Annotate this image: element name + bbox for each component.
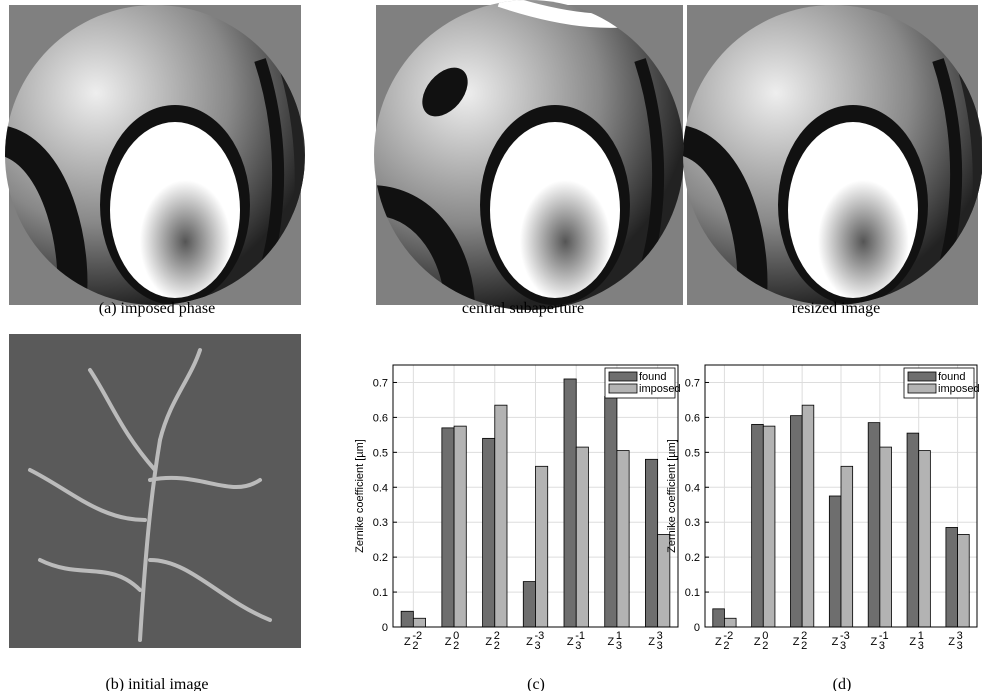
y-tick-label: 0.5	[373, 447, 388, 459]
legend-swatch	[609, 384, 637, 393]
bar	[907, 433, 919, 627]
bar	[868, 423, 880, 627]
y-tick-label: 0	[694, 622, 700, 634]
x-tick-label: Z	[567, 636, 574, 648]
bar	[802, 405, 814, 627]
x-tick-label: Z	[608, 636, 615, 648]
y-tick-label: 0.3	[373, 517, 388, 529]
x-tick-label: Z	[870, 636, 877, 648]
bar	[841, 466, 853, 627]
bar	[536, 466, 548, 627]
x-tick-label: Z	[715, 636, 722, 648]
bar	[605, 396, 617, 627]
legend-swatch	[609, 372, 637, 381]
bar	[442, 428, 454, 627]
bar	[724, 618, 736, 627]
y-tick-label: 0.7	[685, 377, 700, 389]
caption: (a) imposed phase	[99, 300, 215, 317]
x-tick-label: Z	[404, 636, 411, 648]
y-tick-label: 0.6	[373, 412, 388, 424]
bar	[829, 496, 841, 627]
x-tick-label: 3	[616, 640, 622, 652]
bar	[401, 611, 413, 627]
bar	[919, 451, 931, 627]
x-tick-label: 2	[723, 640, 729, 652]
x-tick-label: Z	[909, 636, 916, 648]
y-tick-label: 0.4	[373, 482, 388, 494]
caption: (c)	[527, 676, 545, 691]
legend-label: found	[639, 371, 667, 383]
bar	[495, 405, 507, 627]
y-tick-label: 0.1	[373, 587, 388, 599]
y-tick-label: 0.6	[685, 412, 700, 424]
x-tick-label: 3	[879, 640, 885, 652]
bar	[946, 527, 958, 627]
x-tick-label: 3	[957, 640, 963, 652]
x-tick-label: 2	[801, 640, 807, 652]
bar	[564, 379, 576, 627]
bar	[576, 447, 588, 627]
bar	[880, 447, 892, 627]
y-tick-label: 0.5	[685, 447, 700, 459]
x-tick-label: 2	[762, 640, 768, 652]
caption: (b) initial image	[105, 676, 208, 691]
y-tick-label: 0.2	[685, 552, 700, 564]
legend-swatch	[908, 372, 936, 381]
caption: (d)	[833, 676, 852, 691]
y-tick-label: 0.4	[685, 482, 700, 494]
y-tick-label: 0.7	[373, 377, 388, 389]
x-tick-label: 3	[535, 640, 541, 652]
x-tick-label: Z	[948, 636, 955, 648]
y-axis-label: Zernike coefficient [µm]	[354, 439, 366, 553]
x-tick-label: 2	[412, 640, 418, 652]
y-tick-label: 0	[382, 622, 388, 634]
bar	[523, 582, 535, 627]
x-tick-label: 3	[918, 640, 924, 652]
x-tick-label: Z	[485, 636, 492, 648]
caption: resized image	[792, 300, 880, 317]
bar	[483, 438, 495, 627]
y-tick-label: 0.3	[685, 517, 700, 529]
y-axis-label: Zernike coefficient [µm]	[666, 439, 678, 553]
bar	[617, 451, 629, 627]
x-tick-label: 3	[840, 640, 846, 652]
bar	[645, 459, 657, 627]
bar	[790, 416, 802, 627]
x-tick-label: 3	[657, 640, 663, 652]
legend-label: imposed	[938, 383, 980, 395]
legend-label: found	[938, 371, 966, 383]
y-tick-label: 0.1	[685, 587, 700, 599]
x-tick-label: Z	[526, 636, 533, 648]
x-tick-label: Z	[832, 636, 839, 648]
x-tick-label: 2	[453, 640, 459, 652]
x-tick-label: Z	[793, 636, 800, 648]
legend-label: imposed	[639, 383, 681, 395]
retina-image	[9, 334, 301, 648]
x-tick-label: Z	[754, 636, 761, 648]
x-tick-label: 2	[494, 640, 500, 652]
bar	[713, 609, 725, 627]
figure: (a) imposed phase central subaperture re…	[0, 0, 982, 691]
bar	[413, 618, 425, 627]
y-tick-label: 0.2	[373, 552, 388, 564]
page: (a) imposed phase central subaperture re…	[0, 0, 982, 691]
bar	[454, 426, 466, 627]
bar	[958, 534, 970, 627]
x-tick-label: Z	[445, 636, 452, 648]
legend-swatch	[908, 384, 936, 393]
bar	[752, 424, 764, 627]
caption: central subaperture	[462, 300, 584, 317]
x-tick-label: 3	[575, 640, 581, 652]
bar	[763, 426, 775, 627]
x-tick-label: Z	[648, 636, 655, 648]
